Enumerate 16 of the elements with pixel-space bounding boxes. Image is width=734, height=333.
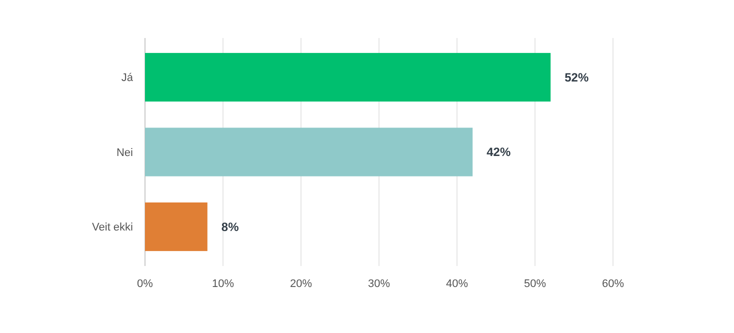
y-tick-label: Veit ekki [92, 222, 133, 234]
x-tick-label: 60% [602, 278, 624, 290]
x-tick-label: 0% [137, 278, 154, 290]
x-tick-label: 20% [290, 278, 312, 290]
x-tick-label: 40% [446, 278, 468, 290]
x-tick-label: 30% [368, 278, 390, 290]
data-label: 52% [564, 70, 589, 84]
bar [145, 52, 551, 102]
y-tick-label: Nei [116, 146, 133, 159]
x-tick-label: 50% [524, 278, 546, 290]
bar [145, 202, 208, 252]
y-tick-label: Já [121, 72, 134, 84]
bar [145, 128, 473, 176]
x-tick-label: 10% [212, 278, 234, 290]
data-label: 8% [221, 220, 240, 234]
data-label: 42% [486, 145, 511, 160]
